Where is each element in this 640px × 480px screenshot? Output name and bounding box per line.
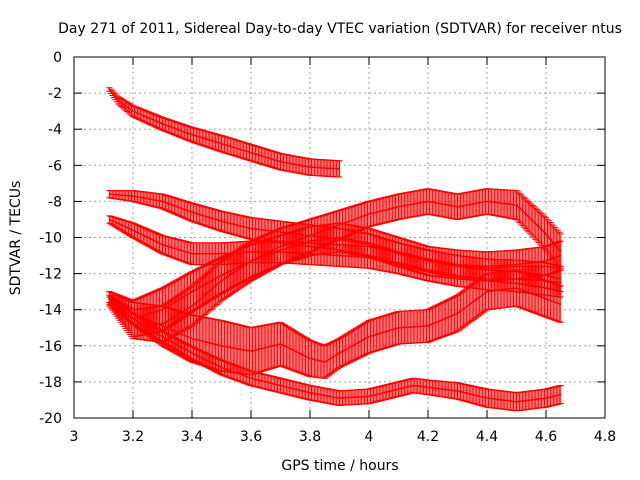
series-layer (106, 87, 564, 412)
series-series-1 (106, 87, 343, 178)
series-series-6 (106, 269, 564, 379)
series-line (108, 200, 562, 325)
series-line (108, 89, 340, 170)
